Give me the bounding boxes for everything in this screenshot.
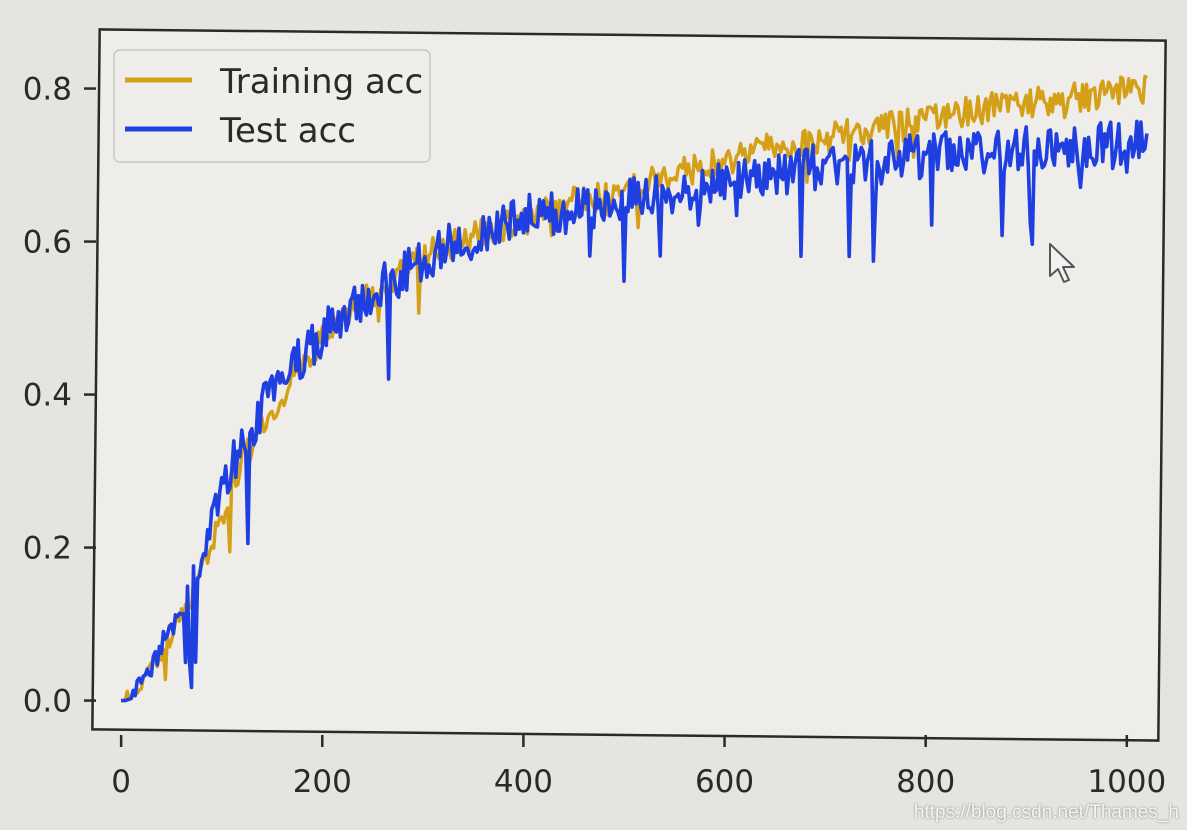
legend-label-test: Test acc [219, 111, 356, 151]
plot-area [91, 28, 1167, 742]
mouse-pointer-icon [1049, 243, 1075, 283]
legend-box [113, 49, 431, 163]
watermark-text: https://blog.csdn.net/Thames_h [913, 802, 1179, 823]
y-tick-label: 0.0 [23, 684, 72, 720]
y-tick-label: 0.8 [23, 72, 72, 108]
legend-label-training: Training acc [219, 62, 423, 102]
x-tick-label: 1000 [1087, 764, 1166, 800]
y-tick-label: 0.6 [23, 225, 72, 261]
y-tick-label: 0.2 [23, 531, 72, 567]
y-tick-label: 0.4 [23, 378, 72, 414]
series-layer [120, 74, 1149, 703]
series-line-test-acc [121, 119, 1149, 703]
x-tick-label: 600 [695, 764, 754, 800]
x-tick-label: 800 [896, 764, 955, 800]
tick-layer: 0 200 400 600 800 1000 0.0 0.2 0.4 0.6 0.8 [23, 72, 1167, 800]
x-tick-label: 400 [494, 764, 553, 800]
x-tick-label: 200 [293, 764, 352, 800]
x-tick-label: 0 [111, 764, 131, 800]
legend: Training acc Test acc [113, 49, 431, 163]
